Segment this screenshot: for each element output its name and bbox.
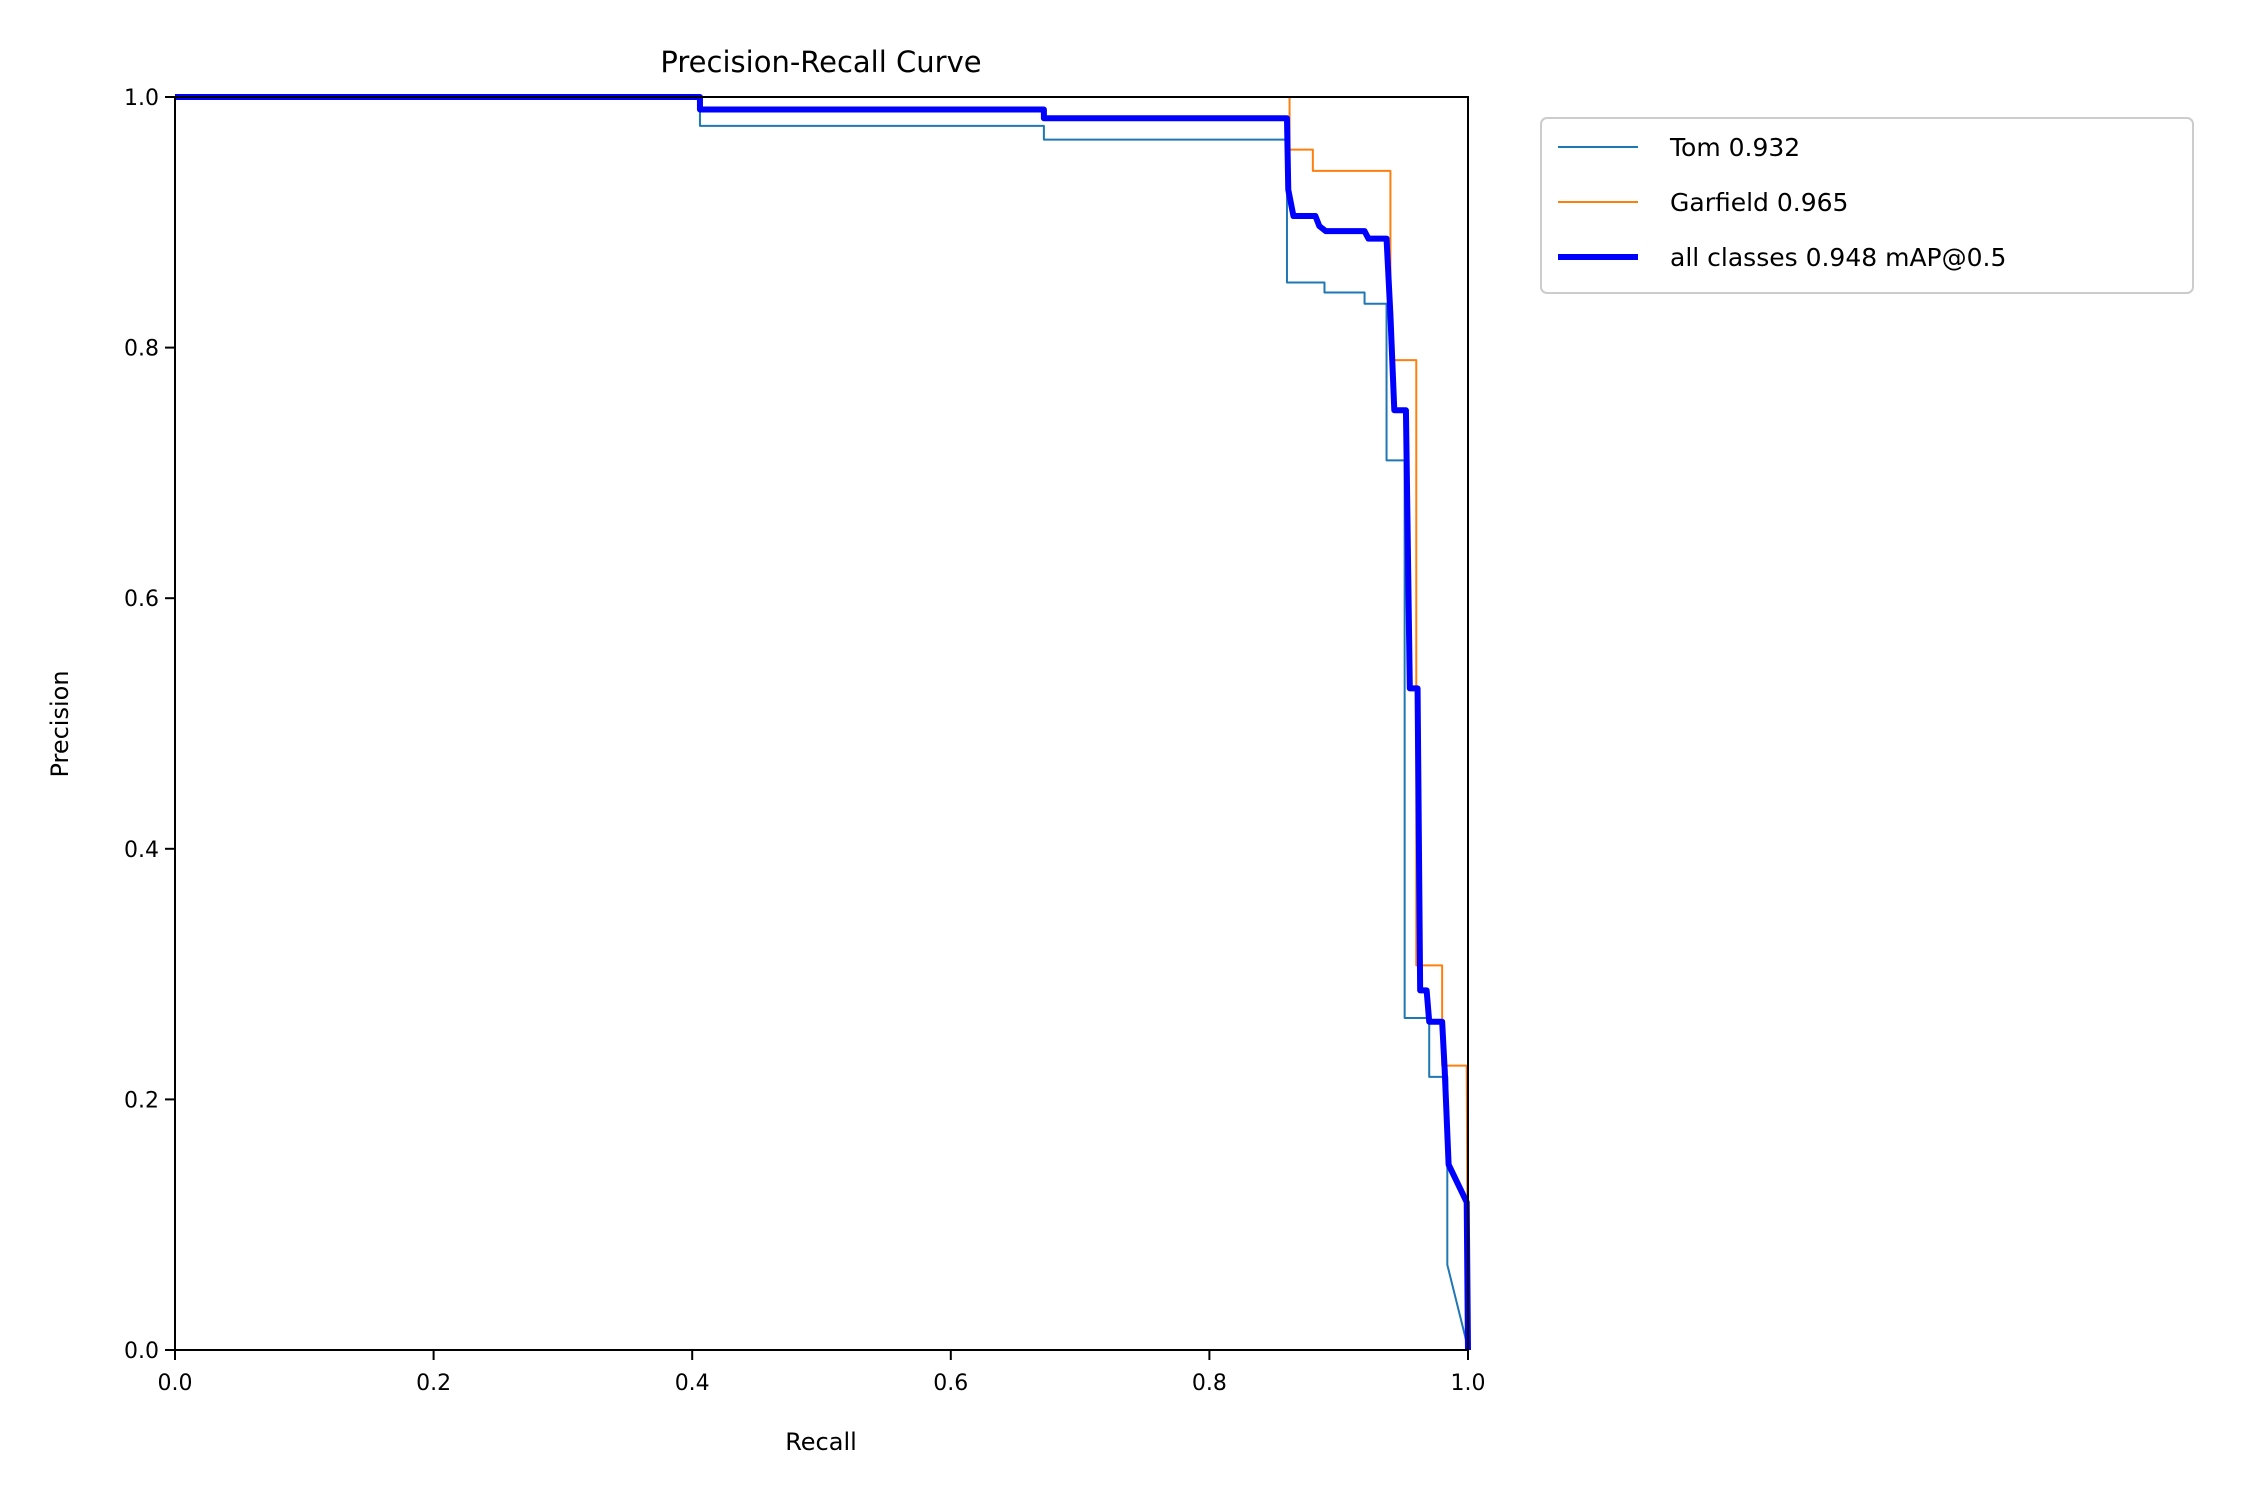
x-tick-label: 0.6 (933, 1371, 968, 1396)
series-line-2 (175, 94, 1471, 1351)
x-tick-label: 0.0 (158, 1371, 193, 1396)
legend: Tom 0.932 Garfield 0.965 all classes 0.948… (1540, 117, 2194, 294)
y-axis-label: Precision (46, 670, 74, 777)
chart-title: Precision-Recall Curve (660, 45, 981, 79)
series-line-0 (175, 96, 1469, 1351)
y-tick-label: 0.6 (124, 587, 159, 612)
y-tick-label: 0.8 (124, 337, 159, 362)
x-tick-label: 0.2 (416, 1371, 451, 1396)
x-tick-label: 1.0 (1451, 1371, 1486, 1396)
y-tick-label: 0.4 (124, 838, 159, 863)
y-tick-label: 1.0 (124, 86, 159, 111)
legend-box (1540, 117, 2194, 294)
y-tick-label: 0.2 (124, 1088, 159, 1113)
series-line-1 (175, 96, 1469, 1351)
plot-frame (174, 96, 1469, 1351)
y-tick-label: 0.0 (124, 1339, 159, 1364)
legend-entry-2: all classes 0.948 mAP@0.5 (1670, 243, 2006, 272)
legend-entry-1: Garfield 0.965 (1670, 188, 1848, 217)
x-tick-label: 0.4 (675, 1371, 710, 1396)
x-axis-label: Recall (785, 1428, 857, 1456)
legend-entry-0: Tom 0.932 (1669, 133, 1800, 162)
x-tick-label: 0.8 (1192, 1371, 1227, 1396)
